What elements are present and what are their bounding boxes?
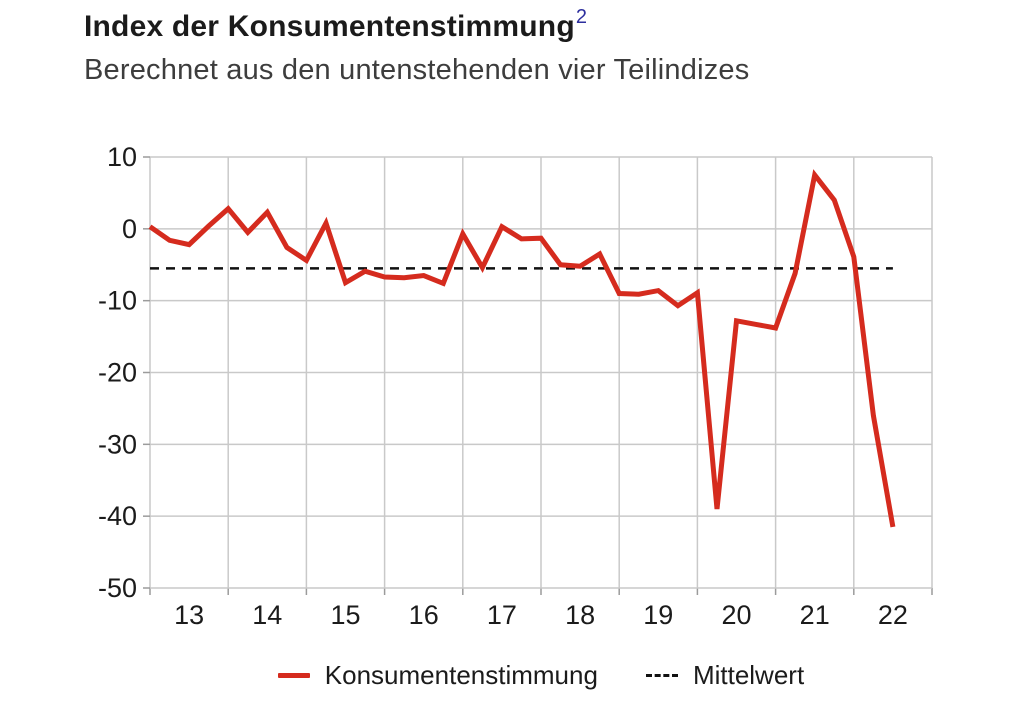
legend-item-mittelwert: Mittelwert bbox=[645, 659, 805, 691]
red-line-swatch-icon bbox=[277, 672, 310, 678]
series-line bbox=[148, 169, 896, 528]
x-axis-label: 14 bbox=[252, 600, 282, 630]
legend-item-konsumentenstimmung: Konsumentenstimmung bbox=[277, 659, 598, 691]
y-axis-label: 10 bbox=[107, 142, 137, 172]
y-axis-label: -20 bbox=[98, 358, 137, 388]
legend-mean-label: Mittelwert bbox=[692, 659, 805, 690]
x-axis-label: 19 bbox=[643, 600, 673, 630]
x-axis-label: 21 bbox=[800, 600, 830, 630]
dashed-line-swatch-icon bbox=[645, 673, 678, 677]
y-axis-label: -50 bbox=[98, 573, 137, 603]
y-axis-label: -40 bbox=[98, 501, 137, 531]
chart-title-text: Index der Konsumentenstimmung bbox=[84, 10, 575, 43]
y-axis-label: -30 bbox=[98, 429, 137, 459]
x-axis-label: 13 bbox=[174, 600, 204, 630]
x-axis-label: 18 bbox=[565, 600, 595, 630]
x-axis-label: 20 bbox=[721, 600, 751, 630]
x-axis-label: 22 bbox=[878, 600, 908, 630]
x-axis-label: 15 bbox=[330, 600, 360, 630]
legend-series-label: Konsumentenstimmung bbox=[324, 659, 598, 690]
y-axis-label: 0 bbox=[122, 214, 137, 244]
chart-subtitle: Berechnet aus den untenstehenden vier Te… bbox=[84, 53, 750, 86]
y-axis-label: -10 bbox=[98, 286, 137, 316]
chart-title: Index der Konsumentenstimmung2 bbox=[84, 6, 749, 45]
chart-legend: Konsumentenstimmung Mittelwert bbox=[150, 655, 932, 695]
x-axis-label: 16 bbox=[409, 600, 439, 630]
chart-title-footnote-marker: 2 bbox=[575, 6, 588, 28]
x-axis-label: 17 bbox=[487, 600, 517, 630]
chart-header: Index der Konsumentenstimmung2 Berechnet… bbox=[84, 6, 750, 87]
